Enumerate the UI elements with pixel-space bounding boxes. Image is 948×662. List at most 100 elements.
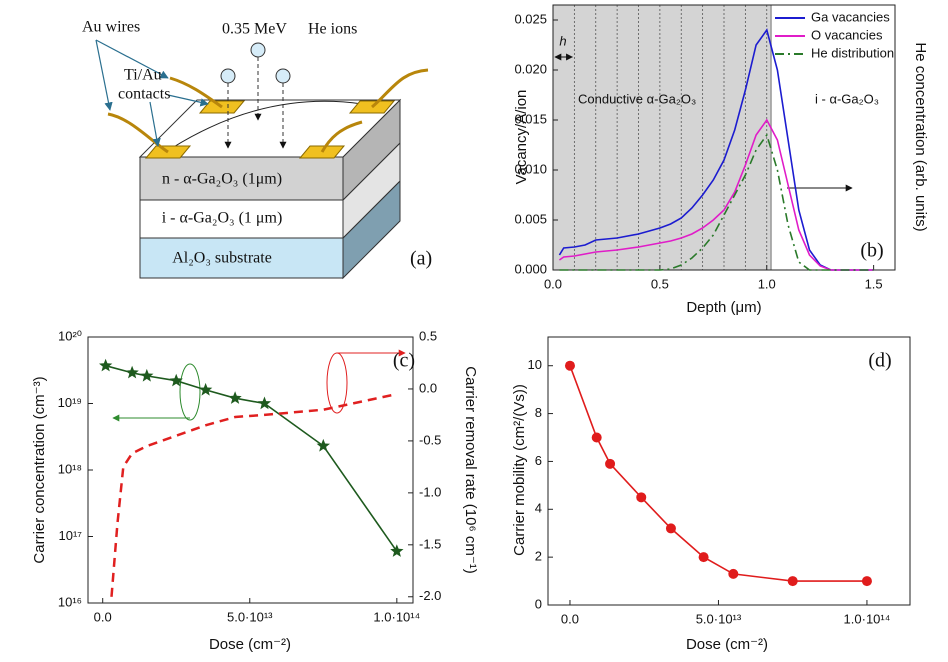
wire — [107, 112, 169, 154]
star-marker — [390, 544, 404, 557]
legend-label: He distribution — [811, 45, 894, 60]
y2-tick-label: -0.5 — [419, 432, 441, 447]
y-tick-label: 0.020 — [514, 61, 547, 76]
label: Ti/Au — [124, 67, 162, 84]
callout — [149, 101, 161, 147]
panel-label: (a) — [410, 248, 432, 270]
y-tick-label: 0.010 — [514, 161, 547, 176]
label: i - α-Ga₂O₃ (1 μm) — [162, 210, 283, 227]
chart-panel: 0.0 5.0·10¹³ 1.0·10¹⁴ 10¹⁶ 10¹⁷ 10¹⁸ 10¹⁹ 10²⁰ 0… — [31, 328, 479, 653]
plot-frame — [547, 336, 911, 606]
series-line — [105, 364, 398, 552]
callout — [95, 39, 113, 111]
x-tick-label: 0.5 — [651, 276, 669, 291]
panel-label-box — [856, 239, 888, 265]
y-tick-label: 2 — [535, 549, 542, 564]
callouts — [95, 39, 209, 147]
y-tick-label: 10²⁰ — [58, 328, 82, 343]
legend-label: Ga vacancies — [811, 9, 890, 24]
label: 0.35 MeV — [222, 21, 287, 38]
y2-tick-label: -1.5 — [419, 536, 441, 551]
annotation: h — [559, 33, 566, 48]
ion — [250, 42, 266, 58]
callout — [167, 94, 209, 107]
top-face — [138, 99, 402, 158]
callout — [95, 39, 169, 79]
circle-marker — [564, 360, 575, 371]
y-tick-label: 0 — [535, 596, 542, 611]
x-tick-label: 0.0 — [544, 276, 562, 291]
y-tick-label: 8 — [535, 405, 542, 420]
x-axis-label: Dose (cm⁻²) — [209, 636, 291, 653]
star-marker — [140, 368, 154, 382]
ions — [220, 42, 291, 149]
x-axis-label: Depth (μm) — [686, 299, 761, 316]
plot-frame — [87, 336, 414, 604]
x-axis-label: Dose (cm⁻²) — [686, 636, 768, 653]
panel-label: (d) — [868, 350, 891, 372]
star-marker — [316, 438, 330, 452]
star-marker — [125, 365, 139, 379]
series-line — [558, 28, 874, 271]
y-tick-label: 10¹⁶ — [58, 594, 82, 609]
circle-marker — [665, 523, 676, 534]
circle-marker — [698, 552, 709, 563]
y2-tick-label: -2.0 — [419, 588, 441, 603]
y-axis-label: Carrier concentration (cm⁻³) — [31, 376, 48, 563]
y2-axis-label: Carrier removal rate (10⁶ cm⁻¹) — [462, 366, 479, 573]
wire — [371, 68, 429, 109]
x-tick-label: 1.0·10¹⁴ — [844, 611, 891, 626]
star-marker — [199, 382, 213, 396]
y-axis-label: Vacancy/A/ion — [513, 90, 530, 185]
plot-frame — [552, 4, 896, 271]
series-line — [569, 365, 867, 582]
y-tick-label: 10 — [528, 357, 542, 372]
device-diagram — [95, 39, 429, 280]
x-tick-label: 1.0·10¹⁴ — [373, 609, 420, 624]
star-marker — [257, 396, 272, 410]
circle-marker — [591, 432, 602, 443]
y2-tick-label: 0.5 — [419, 328, 437, 343]
label: Al₂O₃ substrate — [172, 250, 272, 267]
callout-ellipse — [326, 352, 348, 414]
surface-arc — [171, 100, 363, 149]
wire — [169, 76, 223, 109]
y2-tick-label: 0.0 — [419, 380, 437, 395]
circle-marker — [787, 576, 798, 587]
y-tick-label: 0.000 — [514, 261, 547, 276]
series-line — [110, 392, 398, 597]
callout-ellipse — [179, 363, 201, 421]
circle-marker — [728, 568, 739, 579]
x-tick-label: 5.0·10¹³ — [696, 611, 742, 626]
circle-marker — [861, 576, 872, 587]
wire — [320, 120, 363, 153]
circle-marker — [636, 492, 647, 503]
panel-label: (c) — [393, 350, 415, 372]
wires — [107, 68, 429, 154]
y-tick-label: 10¹⁹ — [58, 395, 82, 410]
series-line — [558, 118, 874, 271]
ion — [275, 68, 291, 84]
y-tick-label: 0.005 — [514, 211, 547, 226]
x-tick-label: 0.0 — [94, 609, 112, 624]
x-tick-label: 1.5 — [865, 276, 883, 291]
x-tick-label: 0.0 — [561, 611, 579, 626]
y2-axis-label: He concentration (arb. units) — [912, 42, 929, 231]
y2-tick-label: -1.0 — [419, 484, 441, 499]
y-tick-label: 10¹⁷ — [59, 528, 83, 543]
label: He ions — [308, 21, 357, 38]
label: Au wires — [82, 19, 140, 36]
series-line — [559, 133, 874, 271]
y-tick-label: 6 — [535, 453, 542, 468]
panel-label: (b) — [860, 240, 883, 262]
annotation: i - α-Ga₂O₃ — [815, 91, 879, 106]
star-marker — [169, 373, 183, 387]
y-axis-label: Carrier mobility (cm²/(Vs)) — [511, 384, 528, 556]
x-tick-label: 1.0 — [758, 276, 776, 291]
y-tick-label: 0.025 — [514, 11, 547, 26]
ion — [220, 68, 236, 84]
x-tick-label: 5.0·10¹³ — [227, 609, 273, 624]
label: n - α-Ga₂O₃ (1μm) — [162, 171, 282, 188]
shaded-region — [553, 5, 772, 270]
